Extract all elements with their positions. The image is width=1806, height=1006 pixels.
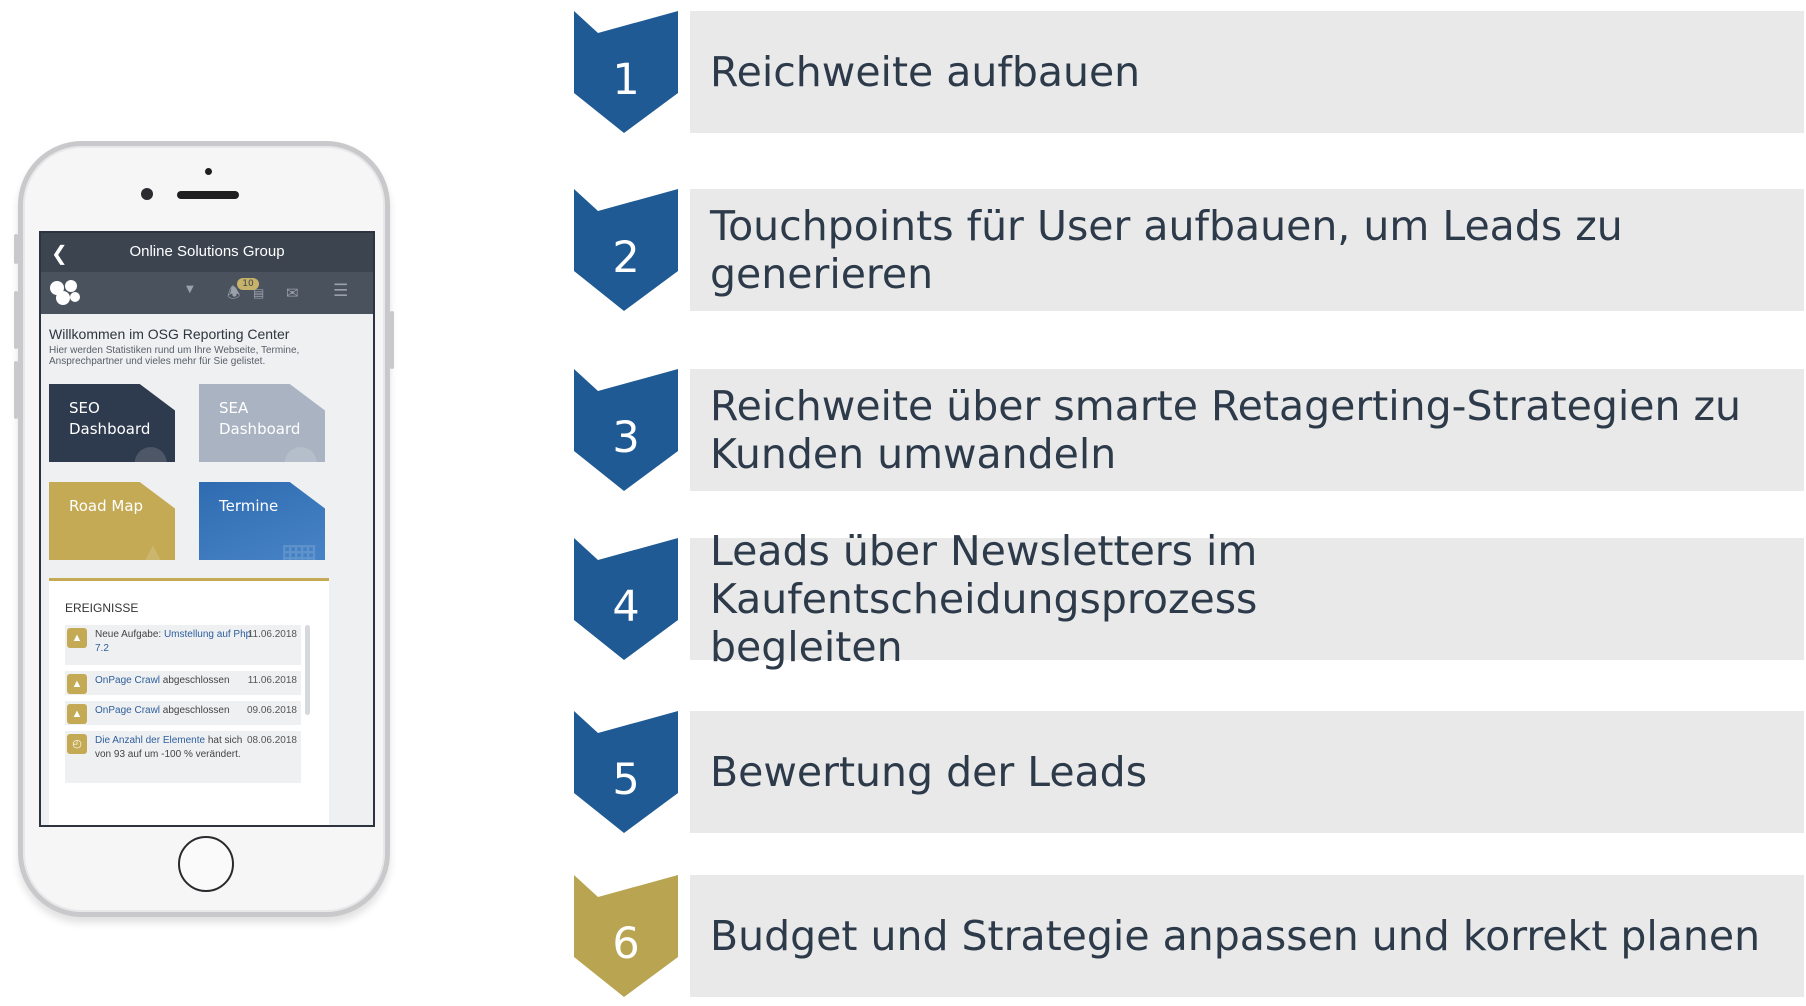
- step-number: 4: [612, 582, 640, 632]
- chevron-step-icon: [574, 11, 678, 133]
- app-title: Online Solutions Group: [129, 243, 285, 260]
- event-text: OnPage Crawl abgeschlossen: [95, 705, 230, 716]
- step-number: 1: [612, 55, 640, 105]
- back-icon[interactable]: ❮: [51, 241, 68, 265]
- tile-label: Termine: [219, 497, 279, 515]
- step-4: 4 Leads über Newsletters im Kaufentschei…: [574, 527, 1804, 671]
- phone-mute-switch: [14, 234, 18, 264]
- step-text: Reichweite aufbauen: [710, 48, 1141, 96]
- event-link[interactable]: OnPage Crawl: [95, 705, 161, 716]
- chart-icon: ▲: [67, 704, 87, 724]
- event-text: Die Anzahl der Elemente hat sich von 93 …: [95, 735, 243, 760]
- film-icon: ●: [282, 435, 319, 463]
- tile-label: Road Map: [69, 497, 144, 515]
- step-3: 3 Reichweite über smarte Retagerting-Str…: [574, 369, 1804, 491]
- step-text: Budget und Strategie anpassen und korrek…: [710, 912, 1761, 960]
- welcome-text: Hier werden Statistiken rund um Ihre Web…: [49, 345, 300, 367]
- event-link[interactable]: Umstellung auf Php 7.2: [95, 629, 252, 654]
- step-text: Touchpoints für User aufbauen, um Leads …: [710, 202, 1623, 298]
- chevron-step-icon: [574, 538, 678, 660]
- phone-home-button: [178, 836, 234, 892]
- notification-badge: 10: [237, 278, 259, 290]
- event-link[interactable]: OnPage Crawl: [95, 675, 161, 686]
- phone-power-button: [390, 311, 394, 369]
- tile-label: SEA Dashboard: [219, 399, 301, 438]
- film-icon: ●: [132, 435, 169, 463]
- chart-icon[interactable]: ▤: [253, 286, 265, 300]
- chart-icon: ▲: [67, 674, 87, 694]
- step-box: Reichweite über smarte Retagerting-Strat…: [690, 369, 1804, 491]
- event-item[interactable]: ▲ OnPage Crawl abgeschlossen 11.06.2018: [65, 671, 301, 695]
- event-date: 11.06.2018: [247, 675, 297, 686]
- tile-sea-dashboard[interactable]: SEA Dashboard ●: [199, 384, 325, 462]
- step-text: Leads über Newsletters im Kaufentscheidu…: [710, 527, 1258, 671]
- step-text: Reichweite über smarte Retagerting-Strat…: [710, 382, 1742, 478]
- step-number: 5: [612, 755, 640, 805]
- chevron-step-icon: [574, 189, 678, 311]
- events-panel: EREIGNISSE ▲ Neue Aufgabe: Umstellung au…: [49, 578, 329, 825]
- menu-icon[interactable]: ☰: [333, 281, 349, 301]
- step-6: 6 Budget und Strategie anpassen und korr…: [574, 875, 1804, 997]
- mail-icon[interactable]: ✉: [286, 284, 299, 302]
- step-1: 1 Reichweite aufbauen: [574, 11, 1804, 133]
- task-icon: ▲: [67, 628, 87, 648]
- step-number: 2: [612, 233, 640, 283]
- event-date: 09.06.2018: [246, 705, 297, 716]
- phone-camera: [141, 188, 153, 200]
- phone-mockup: ❮ Online Solutions Group ▼ 🕭 10 ▤ ✉ ☰ Wi…: [14, 141, 394, 917]
- chevron-step-icon: [574, 369, 678, 491]
- event-item[interactable]: ▲ OnPage Crawl abgeschlossen 09.06.2018: [65, 701, 301, 725]
- app-topbar: ❮ Online Solutions Group: [41, 233, 373, 272]
- step-box: Leads über Newsletters im Kaufentscheidu…: [690, 527, 1804, 671]
- event-date: 08.06.2018: [246, 735, 297, 746]
- step-5: 5 Bewertung der Leads: [574, 711, 1804, 833]
- event-text: OnPage Crawl abgeschlossen: [95, 675, 230, 686]
- step-box: Budget und Strategie anpassen und korrek…: [690, 875, 1804, 997]
- step-text: Bewertung der Leads: [710, 748, 1148, 796]
- welcome-title: Willkommen im OSG Reporting Center: [49, 326, 290, 342]
- tile-termine[interactable]: Termine ▦: [199, 482, 325, 560]
- chevron-step-icon: [574, 711, 678, 833]
- bell-icon[interactable]: 🕭: [227, 284, 241, 302]
- event-date: 11.06.2018: [247, 629, 297, 640]
- calendar-icon: ▦: [279, 533, 319, 561]
- phone-screen: ❮ Online Solutions Group ▼ 🕭 10 ▤ ✉ ☰ Wi…: [39, 231, 375, 827]
- event-item[interactable]: ◴ Die Anzahl der Elemente hat sich von 9…: [65, 731, 301, 783]
- clock-icon: ◴: [67, 734, 87, 754]
- app-content: Willkommen im OSG Reporting Center Hier …: [41, 314, 373, 825]
- phone-volume-down: [14, 361, 18, 419]
- events-heading: EREIGNISSE: [65, 601, 139, 615]
- event-item[interactable]: ▲ Neue Aufgabe: Umstellung auf Php 7.2 1…: [65, 625, 301, 665]
- road-icon: ▲: [136, 533, 169, 561]
- step-box: Touchpoints für User aufbauen, um Leads …: [690, 189, 1804, 311]
- phone-speaker: [177, 191, 239, 199]
- step-2: 2 Touchpoints für User aufbauen, um Lead…: [574, 189, 1804, 311]
- step-number: 6: [612, 919, 640, 969]
- step-number: 3: [612, 413, 640, 463]
- phone-volume-up: [14, 291, 18, 349]
- events-scrollbar[interactable]: [305, 625, 310, 715]
- event-text: Neue Aufgabe: Umstellung auf Php 7.2: [95, 629, 252, 654]
- osg-logo-icon[interactable]: [47, 278, 83, 308]
- event-link[interactable]: Die Anzahl der Elemente: [95, 735, 206, 746]
- tile-label: SEO Dashboard: [69, 399, 151, 438]
- step-box: Bewertung der Leads: [690, 711, 1804, 833]
- step-box: Reichweite aufbauen: [690, 11, 1804, 133]
- phone-sensor: [205, 168, 212, 175]
- tile-road-map[interactable]: Road Map ▲: [49, 482, 175, 560]
- chevron-step-icon: [574, 875, 678, 997]
- app-navbar: ▼ 🕭 10 ▤ ✉ ☰: [41, 272, 373, 314]
- tile-seo-dashboard[interactable]: SEO Dashboard ●: [49, 384, 175, 462]
- chevron-down-icon[interactable]: ▼: [186, 284, 194, 295]
